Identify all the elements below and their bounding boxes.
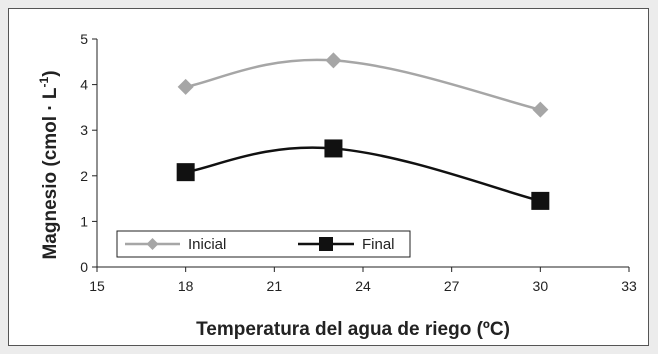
y-tick-label: 1: [80, 213, 88, 229]
legend-marker-final: [319, 237, 333, 251]
x-axis-title: Temperatura del agua de riego (ºC): [196, 319, 510, 340]
x-tick-label: 30: [533, 278, 549, 294]
y-axis-title-superscript: -1: [37, 76, 51, 87]
x-tick-label: 33: [621, 278, 637, 294]
tick-group: 0 1 2 3 4 5 15 18 21 24 27 30 33: [80, 31, 637, 294]
x-tick-label: 18: [178, 278, 194, 294]
y-axis-title-close: ): [40, 70, 61, 76]
x-tick-label: 21: [267, 278, 283, 294]
legend-label-inicial: Inicial: [188, 236, 226, 253]
data-point-inicial: [532, 101, 549, 118]
chart-frame: 0 1 2 3 4 5 15 18 21 24 27 30 33 Temperatura del agu…: [8, 8, 649, 346]
series-line-inicial: [185, 58, 541, 111]
y-tick-label: 4: [80, 77, 88, 93]
legend-marker-inicial: [146, 238, 159, 250]
data-point-final: [176, 163, 195, 182]
x-tick-label: 24: [355, 278, 371, 294]
data-point-inicial: [177, 78, 194, 95]
series-layer: [176, 52, 550, 210]
legend: Inicial Final: [116, 230, 411, 258]
data-point-final: [531, 191, 550, 210]
line-chart: 0 1 2 3 4 5 15 18 21 24 27 30 33 Temperatura del agu…: [37, 31, 637, 340]
y-axis-title-main: Magnesio (cmol · L: [40, 87, 61, 259]
x-tick-label: 27: [444, 278, 460, 294]
y-tick-label: 0: [80, 259, 88, 275]
y-axis-title: Magnesio (cmol · L-1): [37, 70, 61, 259]
data-point-inicial: [325, 52, 342, 69]
data-point-final: [324, 139, 343, 158]
legend-label-final: Final: [362, 236, 395, 253]
y-tick-label: 3: [80, 122, 88, 138]
series-line-final: [185, 146, 541, 203]
y-tick-label: 2: [80, 168, 88, 184]
x-tick-label: 15: [89, 278, 105, 294]
y-tick-label: 5: [80, 31, 88, 47]
